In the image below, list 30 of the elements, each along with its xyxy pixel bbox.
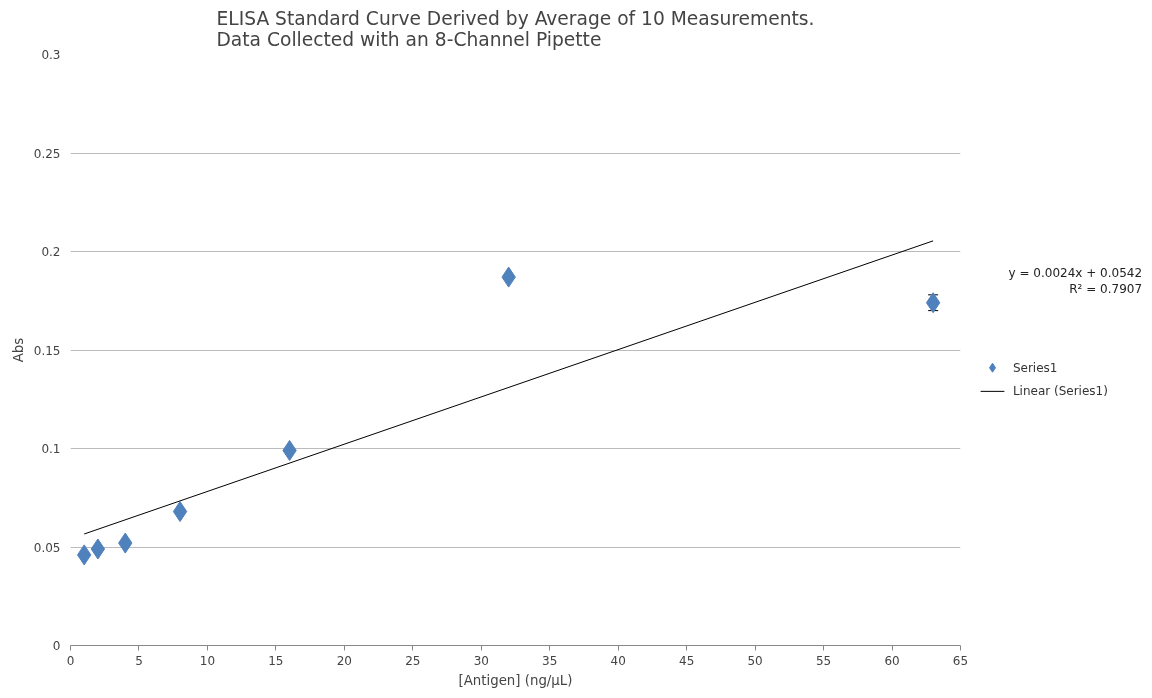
x-tick-label: 20 xyxy=(336,653,352,668)
x-tick-label: 25 xyxy=(405,653,421,668)
x-axis-title: [Antigen] (ng/µL) xyxy=(458,672,573,688)
y-tick-label: 0.2 xyxy=(41,245,61,259)
legend-label: Series1 xyxy=(1012,360,1058,375)
x-tick-label: 45 xyxy=(679,653,695,668)
y-tick-label: 0 xyxy=(52,639,61,653)
point xyxy=(90,538,106,560)
y-tick-label: 0.3 xyxy=(41,48,61,62)
x-tick-label: 60 xyxy=(884,653,900,668)
text: y = 0.0024x + 0.0542 xyxy=(1008,266,1143,281)
x-tick-label: 30 xyxy=(473,653,489,668)
x-tick-label: 0 xyxy=(66,653,75,668)
legend-label: Linear (Series1) xyxy=(1012,384,1108,399)
text: R² = 0.7907 xyxy=(1069,281,1143,296)
y-tick-label: 0.15 xyxy=(33,343,61,358)
x-tick-label: 55 xyxy=(815,653,832,668)
y-tick-label: 0.05 xyxy=(33,540,61,555)
x-tick-label: 5 xyxy=(135,653,143,668)
x-tick-label: 50 xyxy=(747,653,763,668)
chart-title: ELISA Standard Curve Derived by Average of 10 Measurements. Data Collected with an 8-Channel Pipette xyxy=(216,7,815,50)
y-axis-title: Abs xyxy=(10,337,26,363)
x-tick-label: 65 xyxy=(952,653,969,668)
point xyxy=(172,501,188,523)
x-tick-label: 10 xyxy=(199,653,216,668)
y-tick-label: 0.1 xyxy=(41,442,61,456)
y-tick-label: 0.25 xyxy=(33,146,61,161)
x-tick-label: 35 xyxy=(542,653,558,668)
x-tick-label: 15 xyxy=(268,653,284,668)
x-tick-label: 40 xyxy=(610,653,626,668)
